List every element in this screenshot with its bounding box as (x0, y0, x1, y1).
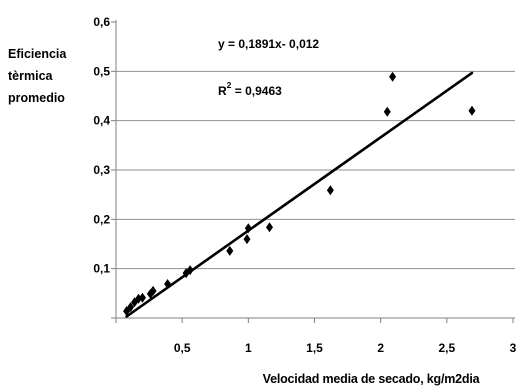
y-tick-label: 0,5 (93, 64, 110, 78)
data-point (243, 234, 251, 245)
data-point (389, 71, 397, 82)
r-squared-value: = 0,9463 (231, 84, 282, 98)
x-tick-label: 1 (245, 341, 252, 355)
axes (115, 20, 515, 319)
y-axis-title-line-2: tèrmica (8, 69, 54, 83)
trendline-group (125, 71, 474, 318)
y-tick-label: 0,4 (93, 114, 110, 128)
trendline-equation: y = 0,1891x- 0,012 (218, 37, 319, 51)
data-point (244, 223, 252, 234)
x-tick-label: 3 (510, 341, 517, 355)
y-axis-title-line-3: promedio (8, 91, 65, 105)
data-point (383, 106, 391, 117)
data-point (149, 285, 157, 296)
data-point (326, 185, 334, 196)
x-tick-label: 2 (377, 341, 384, 355)
data-point (226, 245, 234, 256)
x-tick-label: 0,5 (174, 341, 191, 355)
y-axis-title-line-1: Eficiencia (8, 47, 67, 61)
x-axis-ticks: 0,5 1 1,5 2 2,5 3 (115, 318, 517, 355)
gridlines (116, 70, 515, 270)
data-point (186, 265, 194, 276)
y-tick-label: 0,6 (93, 15, 110, 29)
data-point (266, 222, 274, 233)
y-tick-label: 0,3 (93, 163, 110, 177)
x-axis-title: Velocidad media de secado, kg/m2dia (263, 372, 481, 386)
data-point (468, 105, 476, 116)
trendline (125, 71, 474, 318)
y-axis-ticks: 0,6 0,5 0,4 0,3 0,2 0,1 (93, 15, 116, 319)
y-tick-label: 0,1 (93, 262, 110, 276)
data-point (138, 292, 146, 303)
data-points (123, 71, 476, 317)
data-point (164, 278, 172, 289)
r-squared-label: R2 = 0,9463 (218, 80, 282, 98)
r-squared-exponent: 2 (227, 80, 232, 90)
y-tick-label: 0,2 (93, 212, 110, 226)
x-tick-label: 2,5 (438, 341, 455, 355)
r-squared-symbol: R (218, 84, 227, 98)
data-point (127, 302, 135, 313)
x-tick-label: 1,5 (306, 341, 323, 355)
